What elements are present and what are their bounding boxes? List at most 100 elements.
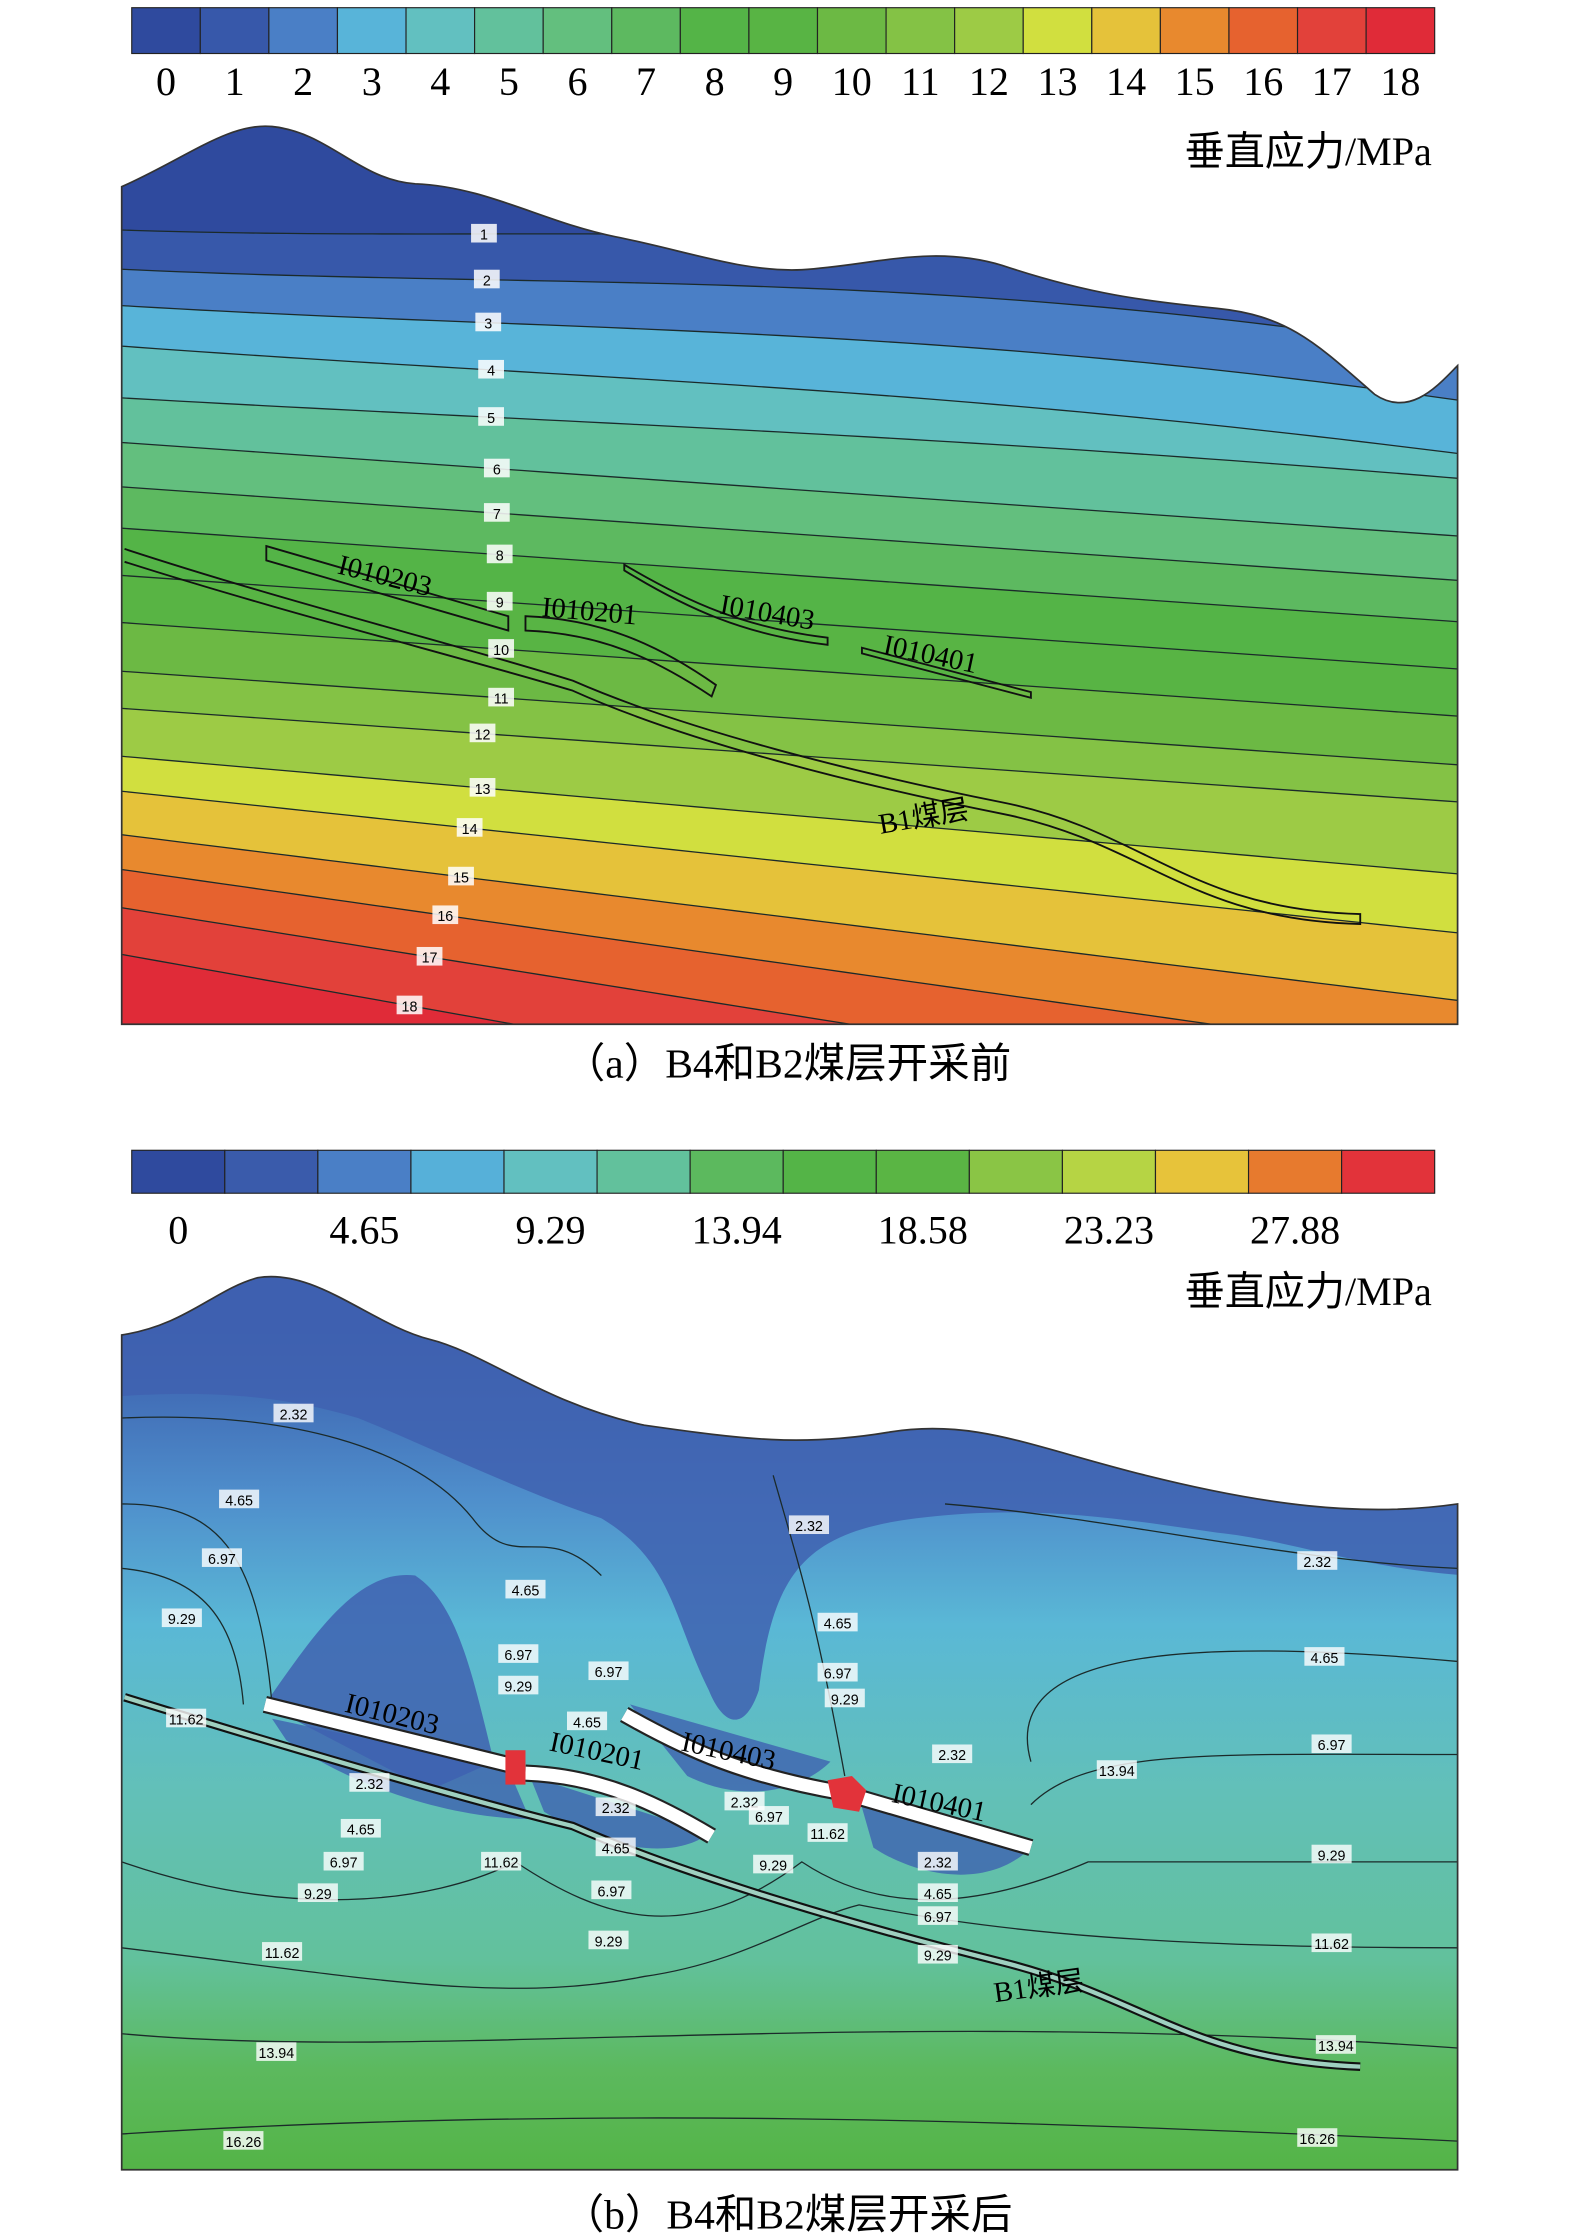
contour-label: 8 <box>496 548 504 564</box>
contour-label-bg <box>488 687 515 707</box>
contour-label-bg <box>567 1711 608 1731</box>
contour-label-bg <box>201 1548 242 1567</box>
contour-label-bg <box>917 1944 958 1964</box>
contour-label-bg <box>486 544 513 564</box>
contour-label: 9.29 <box>831 1692 859 1708</box>
colorbar-label: 9.29 <box>515 1207 585 1252</box>
contour-label: 2.32 <box>602 1801 630 1817</box>
contour-line <box>121 952 1458 1025</box>
contour-label-bg <box>219 1489 260 1509</box>
contour-label-bg <box>469 723 496 743</box>
colorbar-label: 18 <box>1380 59 1420 104</box>
contour-label-bg <box>223 2131 264 2150</box>
colorbar-label: 5 <box>499 59 519 104</box>
colorbar-cell <box>1296 7 1367 55</box>
seam <box>861 646 1032 700</box>
colorbar-cell <box>131 1149 226 1194</box>
contour-line <box>121 905 1458 1025</box>
contour-label-bg <box>488 639 515 658</box>
contour-label-bg <box>486 591 513 611</box>
colorbar-label: 16 <box>1243 59 1283 104</box>
contour-label: 2.32 <box>938 1748 966 1764</box>
contour-label-bg <box>917 1883 958 1902</box>
colorbar-label: 2 <box>293 59 313 104</box>
colorbar-cell <box>1022 7 1093 55</box>
contour-label: 4.65 <box>824 1617 852 1633</box>
contour-line <box>944 1503 1458 1570</box>
contour-label-bg <box>483 458 510 478</box>
contour-label: 6.97 <box>924 1910 952 1926</box>
contour-label-bg <box>1311 1933 1352 1953</box>
contour-label: 9 <box>496 596 504 612</box>
contour-label-bg <box>432 905 459 925</box>
contour-label: 2.32 <box>1303 1555 1331 1571</box>
b1-seam <box>123 1695 1361 2069</box>
contour-label-bg <box>753 1854 794 1874</box>
contour-label-bg <box>161 1608 202 1628</box>
colorbar-cell <box>1341 1149 1436 1194</box>
contour-label: 9.29 <box>304 1887 332 1903</box>
contours <box>121 1416 1458 2142</box>
b1-seam <box>124 548 1362 926</box>
colorbar-cell <box>503 1149 598 1194</box>
contour-label: 4.65 <box>602 1841 630 1857</box>
contour-label: 6.97 <box>824 1667 852 1683</box>
contour-label: 4 <box>487 364 495 380</box>
contour-label-bg <box>469 778 496 797</box>
low-zone <box>630 1704 831 1792</box>
colorbar-cell <box>317 1149 412 1194</box>
unit-label: 垂直应力/MPa <box>1185 129 1432 174</box>
contour-label: 2.32 <box>280 1407 308 1423</box>
contour-line <box>121 621 1458 718</box>
colorbar-cell <box>405 7 476 55</box>
contour-label-bg <box>824 1688 865 1708</box>
contour-label: 13.94 <box>258 2046 294 2062</box>
contour-label: 13.94 <box>1318 2039 1354 2055</box>
contour-label-bg <box>505 1579 546 1599</box>
contour-label: 9.29 <box>168 1612 196 1628</box>
colorbar-cell <box>268 7 339 55</box>
contour-label-bg <box>340 1818 381 1838</box>
contour-label-bg <box>448 866 474 886</box>
colorbar-label: 12 <box>969 59 1009 104</box>
contour-label: 2.32 <box>355 1777 383 1793</box>
contour-label-bg <box>788 1515 830 1535</box>
colorbar-label: 3 <box>362 59 382 104</box>
contour-line <box>121 268 1458 353</box>
contour-label-bg <box>1311 1734 1352 1754</box>
contour-line <box>121 2117 1458 2142</box>
colorbar-cell <box>968 1149 1063 1194</box>
colorbar-label: 7 <box>636 59 656 104</box>
colorbar-cell <box>816 7 887 55</box>
contour-label: 6.97 <box>330 1856 358 1872</box>
contour-label: 11.62 <box>1314 1937 1349 1953</box>
contour-label-bg <box>1297 1551 1338 1570</box>
colorbar-cell <box>875 1149 970 1194</box>
contour-label: 3 <box>484 316 492 332</box>
contour-label-bg <box>817 1662 858 1682</box>
contour-label: 11 <box>494 692 509 708</box>
contour-label-bg <box>262 1942 303 1961</box>
contour-label: 11.62 <box>169 1712 204 1728</box>
contour-label: 11.62 <box>484 1856 519 1872</box>
contour-label: 9.29 <box>595 1934 623 1950</box>
contour-label: 6 <box>493 462 501 478</box>
pillar <box>827 1775 867 1812</box>
contour-label: 5 <box>487 411 495 427</box>
contour-label-bg <box>595 1797 636 1817</box>
contour-label-bg <box>456 818 483 837</box>
pillar <box>505 1750 526 1785</box>
contour-label-bg <box>724 1791 765 1811</box>
contour-label: 15 <box>453 871 469 887</box>
colorbar-label: 4.65 <box>329 1207 399 1252</box>
colorbar-cell <box>885 7 956 55</box>
seam <box>524 615 718 698</box>
contour-line <box>121 707 1458 804</box>
colorbar-cell <box>679 7 750 55</box>
contour-line <box>121 344 1458 456</box>
colorbar-label: 15 <box>1175 59 1215 104</box>
contour-line <box>121 574 1458 671</box>
contour-line <box>121 485 1458 582</box>
contour-line <box>121 396 1458 480</box>
colorbar-cell <box>611 7 681 55</box>
